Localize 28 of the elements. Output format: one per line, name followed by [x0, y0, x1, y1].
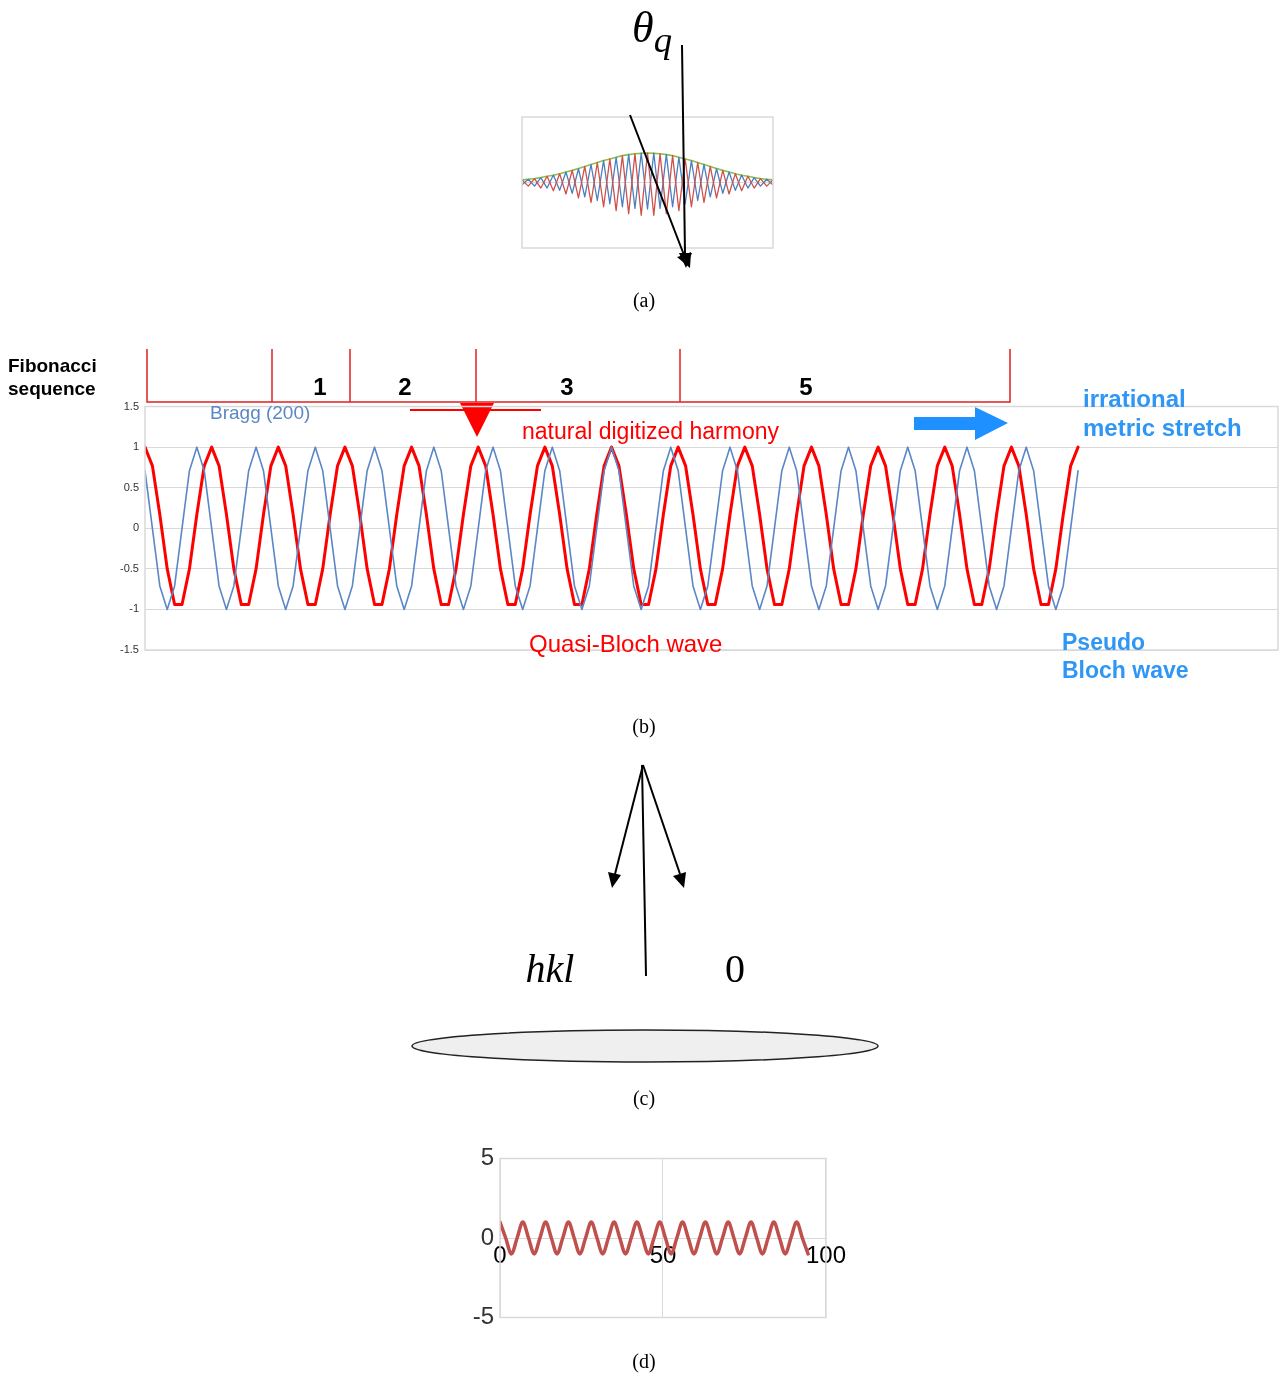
text: 0 [725, 945, 745, 993]
y-tick-label: 0 [132, 521, 139, 534]
annotation: Pseudo Bloch wave [1062, 629, 1190, 685]
y-tick-label: -1 [129, 602, 139, 615]
text: 2 [398, 373, 412, 402]
annotation: irrational metric stretch [1083, 385, 1243, 443]
text: (c) [632, 1086, 656, 1110]
y-tick-label: 0.5 [123, 480, 139, 493]
text: 1 [313, 373, 327, 402]
text: 5 [799, 373, 813, 402]
y-tick-label: 1.5 [123, 399, 139, 412]
y-tick-label: 0 [480, 1222, 494, 1250]
text: (d) [632, 1349, 656, 1373]
y-tick-label: -0.5 [120, 561, 139, 574]
y-tick-label: 5 [480, 1143, 494, 1171]
y-tick-label: -1.5 [120, 643, 139, 656]
x-tick-label: 100 [805, 1241, 846, 1269]
text: 3 [560, 373, 574, 402]
series-label: Bragg (200) [210, 402, 311, 425]
series-label: Quasi-Bloch wave [529, 630, 723, 659]
y-tick-label: -5 [472, 1302, 494, 1330]
y-tick-label: 1 [132, 440, 139, 453]
text: (a) [632, 288, 656, 312]
annotation: natural digitized harmony [522, 418, 779, 446]
text: Fibonacci sequence [8, 355, 98, 401]
text: θ$_{q}$ [632, 2, 672, 62]
text: hkl [525, 945, 575, 993]
text: (b) [632, 714, 656, 738]
